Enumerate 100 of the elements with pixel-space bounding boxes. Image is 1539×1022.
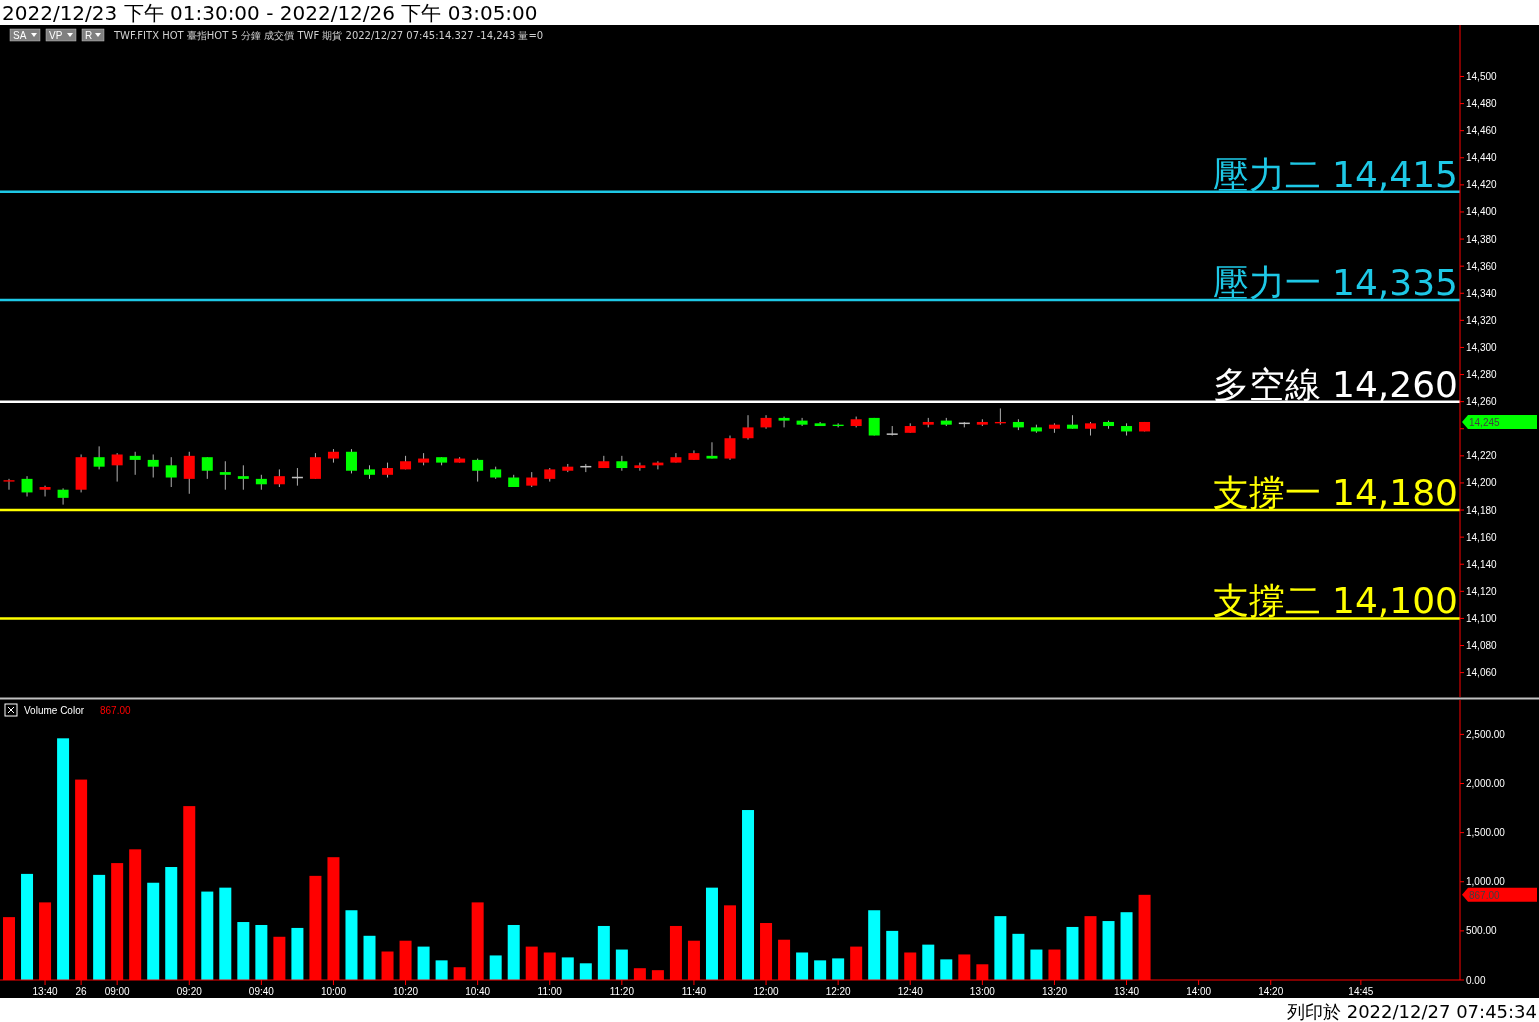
- candlestick: [3, 478, 15, 491]
- ref-line-label: 多空線 14,260: [1212, 363, 1458, 405]
- bar: [291, 927, 304, 980]
- x-tick-label: 10:00: [320, 986, 347, 997]
- x-tick-label: 14:20: [1258, 986, 1284, 997]
- bar: [435, 960, 448, 980]
- x-tick-label: 11:20: [609, 986, 635, 997]
- x-tick-label: 09:20: [176, 986, 203, 997]
- bar: [832, 958, 845, 980]
- candlestick: [165, 456, 177, 488]
- y-tick-label: 14,060: [1466, 667, 1498, 679]
- y-tick-label: 14,100: [1466, 612, 1498, 624]
- bar: [1120, 912, 1133, 980]
- y-tick-label: 14,280: [1466, 369, 1498, 381]
- x-tick-label: 12:00: [753, 986, 779, 997]
- y-tick-label: 14,120: [1466, 585, 1498, 597]
- y-tick-label: 14,220: [1466, 450, 1498, 462]
- candlestick: [345, 448, 357, 474]
- y-tick-label: 14,080: [1466, 640, 1498, 652]
- y-tick-label: 14,420: [1466, 179, 1498, 191]
- bar: [922, 944, 935, 980]
- candlestick: [309, 452, 321, 480]
- x-tick-label: 12:40: [897, 986, 924, 997]
- candlestick: [237, 464, 249, 491]
- y-tick-label: 14,340: [1466, 287, 1498, 299]
- candlestick: [93, 445, 105, 470]
- bar: [219, 887, 232, 980]
- bar: [147, 882, 160, 980]
- bar: [994, 916, 1007, 980]
- y-tick-label: 14,400: [1466, 206, 1498, 218]
- text: 14,245: [1469, 416, 1501, 428]
- candlestick: [39, 485, 51, 497]
- x-tick-label: 13:20: [1041, 986, 1068, 997]
- bar: [1012, 933, 1025, 980]
- candlestick: [201, 456, 213, 480]
- bar: [796, 952, 809, 980]
- annotation: SA: [13, 30, 27, 41]
- annotation: VP: [49, 30, 63, 41]
- bar: [21, 873, 34, 980]
- candlestick: [111, 452, 123, 483]
- candlestick: [724, 435, 736, 461]
- bar: [579, 963, 592, 980]
- candlestick: [742, 414, 754, 441]
- y-tick-label: 2,000.00: [1466, 778, 1506, 790]
- y-tick-label: 14,180: [1466, 504, 1498, 516]
- x-tick-label: 10:40: [465, 986, 491, 997]
- y-tick-label: 14,480: [1466, 98, 1498, 110]
- ref-line-label: 壓力二 14,415: [1212, 153, 1458, 195]
- candlestick: [183, 451, 195, 495]
- bar: [868, 910, 881, 980]
- candlestick: [57, 487, 69, 506]
- y-tick-label: 500.00: [1466, 925, 1498, 937]
- candlestick: [616, 455, 628, 472]
- bar: [742, 810, 755, 980]
- candlestick: [21, 475, 33, 497]
- candlestick: [147, 453, 159, 479]
- y-tick-label: 14,440: [1466, 152, 1498, 164]
- y-tick-label: 0.00: [1466, 974, 1486, 986]
- y-tick-label: 2,500.00: [1466, 728, 1506, 740]
- y-tick-label: 14,140: [1466, 558, 1498, 570]
- x-tick-label: 10:20: [393, 986, 419, 997]
- x-tick-label: 12:20: [825, 986, 852, 997]
- y-tick-label: 14,460: [1466, 125, 1498, 137]
- candlestick: [796, 417, 808, 427]
- chart-title: 2022/12/23 下午 01:30:00 - 2022/12/26 下午 03:05:00: [2, 1, 538, 25]
- ref-line-label: 壓力一 14,335: [1212, 262, 1458, 304]
- y-tick-label: 14,160: [1466, 531, 1498, 543]
- bar: [165, 867, 178, 980]
- bar: [255, 924, 268, 980]
- bar: [597, 925, 610, 980]
- text: 列印於 2022/12/27 07:45:34: [1286, 1001, 1537, 1022]
- bar: [201, 891, 214, 980]
- y-tick-label: 14,500: [1466, 70, 1498, 82]
- x-tick-label: 09:40: [248, 986, 275, 997]
- y-tick-label: 14,200: [1466, 477, 1498, 489]
- bar: [940, 959, 953, 980]
- annotation: 867.00: [100, 705, 132, 716]
- candlestick: [634, 462, 646, 472]
- text: TWF.FITX HOT 臺指HOT 5 分鐘 成交價 TWF 期貨 2022/12/27 07:45:14.327 -14,243 量=0: [113, 30, 544, 41]
- bar: [345, 910, 358, 980]
- text: 867.00: [1469, 889, 1501, 901]
- x-tick-label: 09:00: [104, 986, 131, 997]
- bar: [93, 874, 106, 980]
- bar: [615, 949, 628, 980]
- x-tick-label: 14:45: [1348, 986, 1374, 997]
- y-tick-label: 1,000.00: [1466, 876, 1506, 888]
- x-tick-label: 14:00: [1186, 986, 1212, 997]
- text: Volume Color: [24, 705, 85, 716]
- candlestick: [778, 416, 790, 428]
- x-tick-label: 11:00: [537, 986, 563, 997]
- y-tick-label: 14,300: [1466, 341, 1498, 353]
- y-tick-label: 14,360: [1466, 260, 1498, 272]
- bar: [417, 946, 430, 980]
- bar: [57, 738, 70, 980]
- y-tick-label: 1,500.00: [1466, 827, 1506, 839]
- y-tick-label: 14,320: [1466, 314, 1498, 326]
- candlestick: [219, 460, 231, 491]
- candlestick: [129, 451, 141, 476]
- x-tick-label: 11:40: [681, 986, 707, 997]
- bar: [363, 935, 376, 980]
